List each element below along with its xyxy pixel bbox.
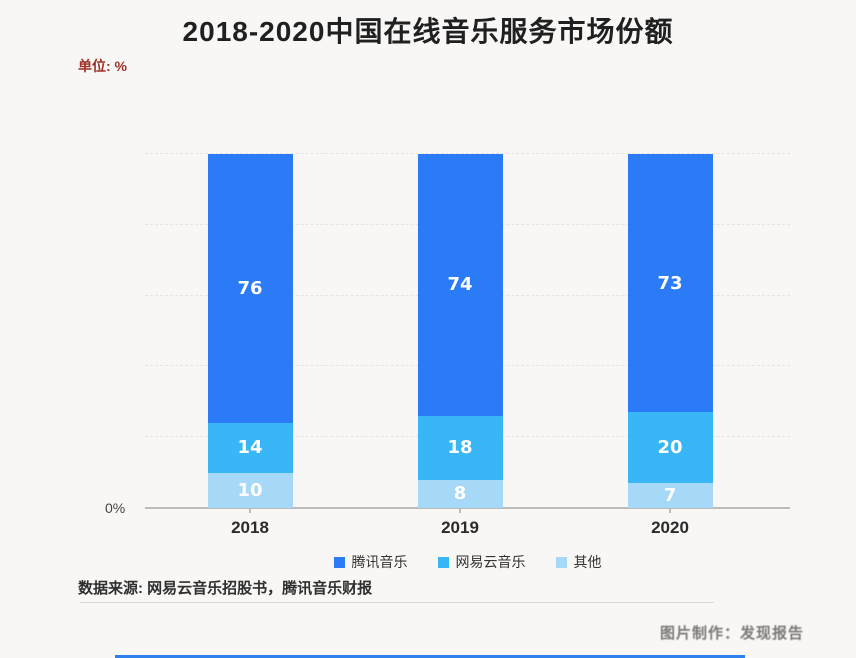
x-axis-line [145, 507, 790, 509]
x-axis-label-2018: 2018 [231, 518, 269, 537]
data-source: 数据来源: 网易云音乐招股书，腾讯音乐财报 [78, 580, 373, 597]
x-axis-label-2019: 2019 [441, 518, 479, 537]
bar-segment-2020-网易云音乐: 20 [627, 412, 713, 484]
x-axis-label-2020: 2020 [651, 518, 689, 537]
legend-item-其他: 其他 [555, 552, 602, 572]
bar-segment-2019-网易云音乐: 18 [417, 415, 503, 480]
bar-2019: 74 18 8 [417, 154, 503, 508]
bar-segment-2019-腾讯音乐: 74 [417, 154, 503, 416]
bar-segment-2018-网易云音乐: 14 [207, 423, 293, 473]
bar-segment-2019-其他: 8 [417, 479, 503, 508]
legend-item-腾讯音乐: 腾讯音乐 [333, 552, 408, 572]
bar-2018: 76 14 10 [207, 154, 293, 508]
x-axis-tick-2020 [669, 508, 671, 513]
watermark-credit: 图片制作：发现报告 [660, 625, 805, 642]
segment-value-label: 73 [657, 272, 683, 294]
bar-segment-2020-其他: 7 [627, 483, 713, 508]
x-axis-tick-2019 [459, 508, 461, 513]
bar-segment-2018-其他: 10 [207, 472, 293, 508]
legend-label: 腾讯音乐 [351, 554, 408, 570]
stacked-bar-chart: 0% 76 14 10 74 18 8 73 20 7 2018 2019 2020 [105, 153, 790, 537]
bar-segment-2020-腾讯音乐: 73 [627, 154, 713, 413]
legend-label: 网易云音乐 [455, 554, 526, 570]
bar-segment-2018-腾讯音乐: 76 [207, 154, 293, 424]
segment-value-label: 14 [237, 437, 263, 459]
legend-swatch-icon [333, 556, 345, 568]
footer-divider [80, 602, 714, 603]
chart-title: 2018-2020中国在线音乐服务市场份额 [182, 16, 674, 47]
segment-value-label: 20 [657, 437, 683, 459]
x-axis-tick-2018 [249, 508, 251, 513]
legend-label: 其他 [573, 554, 602, 570]
segment-value-label: 7 [663, 485, 677, 507]
bar-2020: 73 20 7 [627, 154, 713, 508]
segment-value-label: 76 [237, 278, 263, 300]
unit-label: 单位: % [78, 58, 127, 74]
segment-value-label: 10 [237, 479, 263, 501]
segment-value-label: 74 [447, 274, 473, 296]
legend: 腾讯音乐 网易云音乐 其他 [145, 552, 790, 572]
legend-swatch-icon [555, 556, 567, 568]
legend-item-网易云音乐: 网易云音乐 [437, 552, 526, 572]
y-axis-zero-label: 0% [105, 500, 126, 516]
segment-value-label: 8 [453, 483, 467, 505]
segment-value-label: 18 [447, 437, 473, 459]
legend-swatch-icon [437, 556, 449, 568]
gridline-100 [145, 153, 790, 154]
bottom-accent-strip [115, 655, 745, 658]
